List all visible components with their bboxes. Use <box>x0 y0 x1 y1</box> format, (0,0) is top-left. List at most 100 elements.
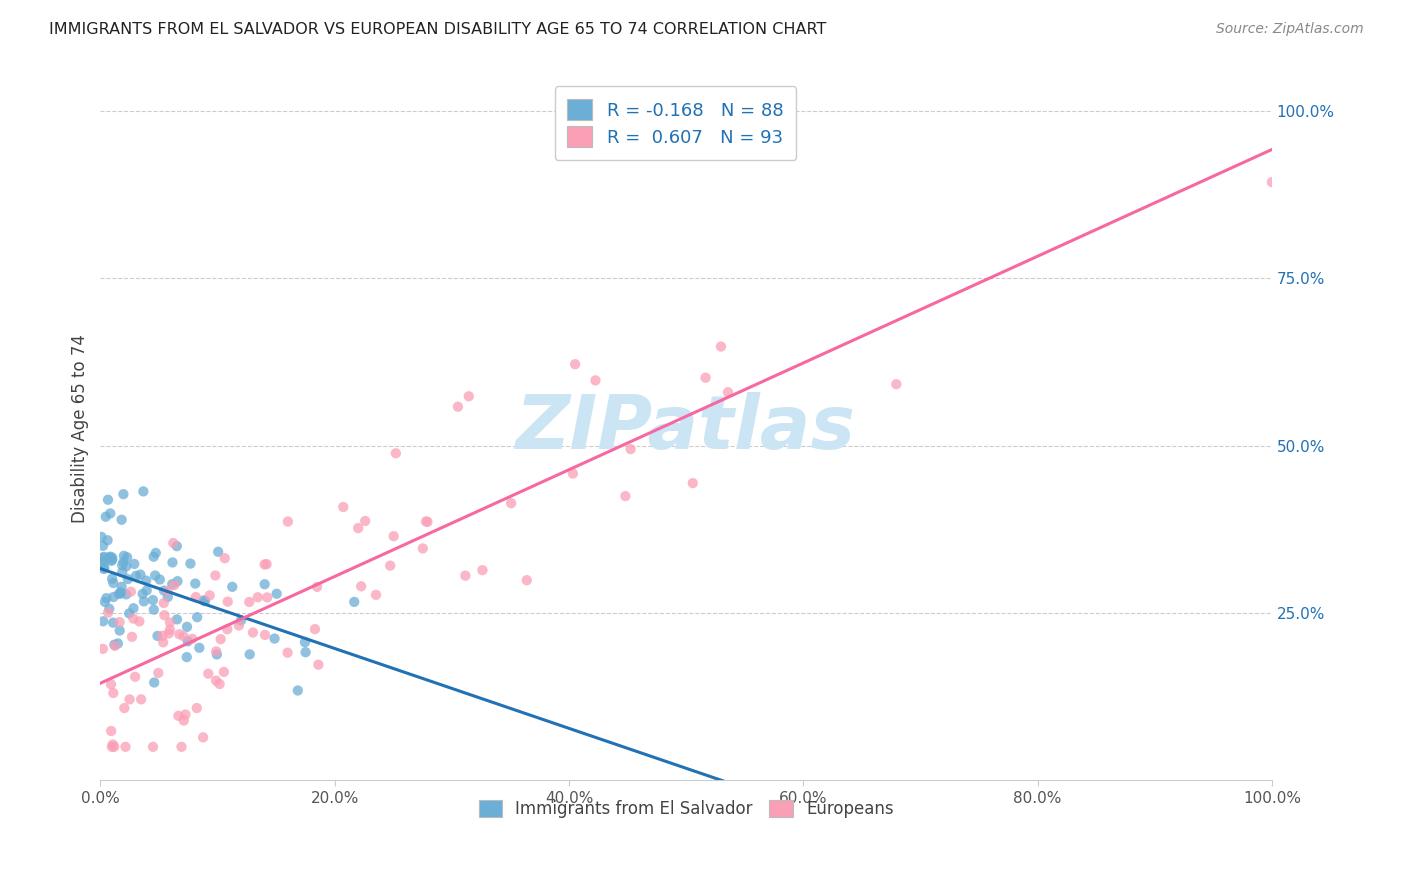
Point <box>212 665 235 679</box>
Point <box>447 400 470 414</box>
Point <box>454 568 477 582</box>
Point <box>100 723 122 738</box>
Point <box>143 568 166 582</box>
Point <box>217 594 239 608</box>
Point <box>98 549 121 564</box>
Point <box>108 587 131 601</box>
Point <box>122 601 145 615</box>
Point <box>186 610 208 624</box>
Point <box>717 385 740 400</box>
Point <box>188 640 211 655</box>
Point <box>416 515 439 529</box>
Point <box>142 602 165 616</box>
Point <box>162 556 184 570</box>
Point <box>179 557 201 571</box>
Point <box>142 549 165 564</box>
Point <box>94 595 117 609</box>
Point <box>415 515 437 529</box>
Point <box>101 550 124 565</box>
Point <box>160 577 183 591</box>
Point <box>221 580 243 594</box>
Point <box>117 572 139 586</box>
Point <box>167 709 190 723</box>
Point <box>471 563 494 577</box>
Point <box>146 629 169 643</box>
Point <box>118 607 141 621</box>
Point <box>112 487 135 501</box>
Point <box>153 583 176 598</box>
Point <box>294 635 316 649</box>
Point <box>166 574 188 589</box>
Point <box>307 657 329 672</box>
Point <box>242 625 264 640</box>
Point <box>214 551 236 566</box>
Point <box>287 683 309 698</box>
Point <box>101 615 124 630</box>
Point <box>166 612 188 626</box>
Point <box>94 554 117 568</box>
Point <box>118 692 141 706</box>
Point <box>152 635 174 649</box>
Point <box>516 573 538 587</box>
Point <box>181 632 204 646</box>
Point <box>97 533 120 548</box>
Point <box>710 340 733 354</box>
Point <box>101 552 124 566</box>
Point <box>184 590 207 604</box>
Point <box>101 738 124 752</box>
Point <box>112 701 135 715</box>
Point <box>585 373 607 387</box>
Point <box>620 442 643 456</box>
Point <box>332 500 354 514</box>
Point <box>884 377 907 392</box>
Point <box>169 627 191 641</box>
Point <box>193 593 215 607</box>
Point <box>153 608 176 623</box>
Point <box>96 591 118 606</box>
Point <box>382 529 405 543</box>
Point <box>501 496 523 510</box>
Point <box>166 539 188 553</box>
Point <box>173 629 195 643</box>
Point <box>229 614 252 628</box>
Point <box>380 558 402 573</box>
Point <box>174 707 197 722</box>
Point <box>98 507 121 521</box>
Point <box>121 630 143 644</box>
Point <box>107 636 129 650</box>
Point <box>253 558 276 572</box>
Point <box>238 595 260 609</box>
Point <box>115 550 138 565</box>
Point <box>132 484 155 499</box>
Point <box>184 576 207 591</box>
Point <box>564 357 586 371</box>
Point <box>124 670 146 684</box>
Point <box>256 557 278 571</box>
Point <box>142 593 165 607</box>
Point <box>307 580 329 594</box>
Point <box>104 639 127 653</box>
Point <box>112 555 135 569</box>
Y-axis label: Disability Age 65 to 74: Disability Age 65 to 74 <box>72 334 89 524</box>
Legend: Immigrants from El Salvador, Europeans: Immigrants from El Salvador, Europeans <box>472 793 900 825</box>
Point <box>197 666 219 681</box>
Point <box>266 587 288 601</box>
Point <box>111 558 134 573</box>
Point <box>91 641 114 656</box>
Point <box>93 549 115 564</box>
Point <box>205 648 228 662</box>
Point <box>91 539 114 553</box>
Point <box>347 521 370 535</box>
Point <box>163 578 186 592</box>
Point <box>205 673 228 688</box>
Point <box>103 638 125 652</box>
Point <box>111 580 134 594</box>
Point <box>207 545 229 559</box>
Point <box>114 739 136 754</box>
Point <box>152 596 174 610</box>
Point <box>97 492 120 507</box>
Point <box>103 590 125 604</box>
Point <box>246 591 269 605</box>
Point <box>228 618 250 632</box>
Text: Source: ZipAtlas.com: Source: ZipAtlas.com <box>1216 22 1364 37</box>
